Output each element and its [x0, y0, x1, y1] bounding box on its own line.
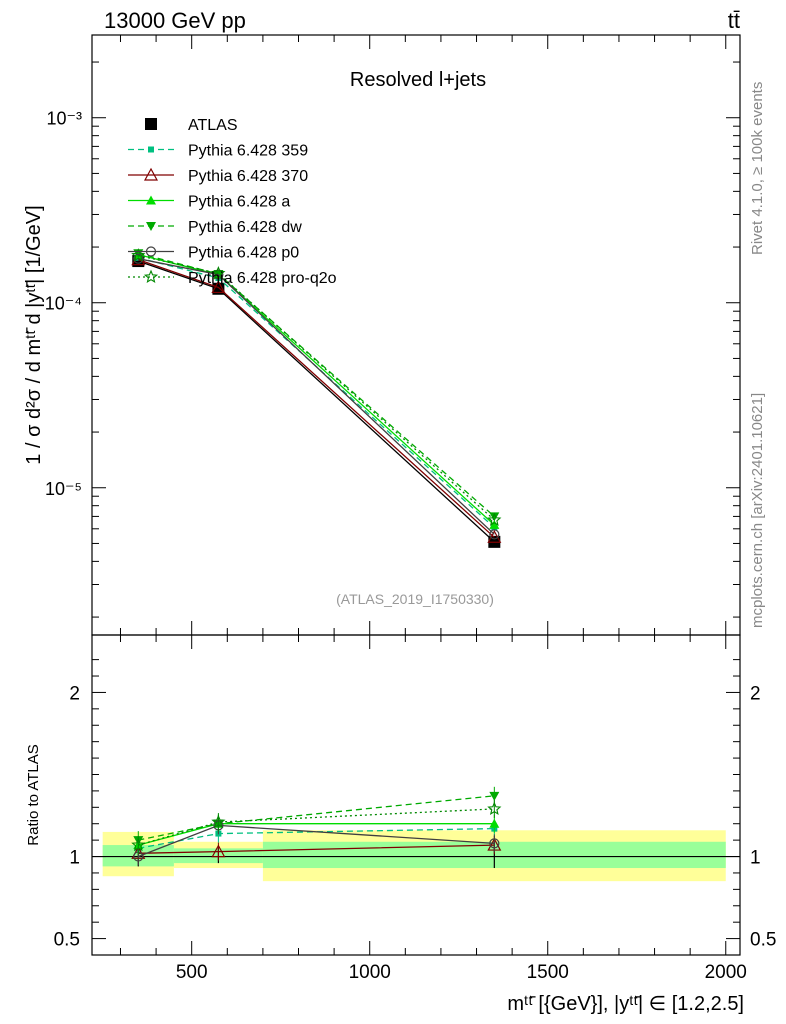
ratio-panel: 0.5 0.5 1 1 2 2 500 1000 1500 2000 Ratio to ATLAS… [25, 634, 776, 1015]
legend: ATLAS Pythia 6.428 359 Pythia 6.428 370 Pyt… [128, 117, 337, 287]
header-left: 13000 GeV pp [104, 8, 246, 33]
ratio-point [211, 814, 226, 829]
main-point [489, 529, 500, 540]
ratio-ytick-label-right: 0.5 [750, 930, 776, 951]
legend-label: ATLAS [188, 117, 238, 134]
main-series-line [138, 258, 495, 535]
main-point [487, 512, 502, 526]
ratio-ylabel: Ratio to ATLAS [25, 744, 42, 845]
ratio-ticks: 0.5 0.5 1 1 2 2 500 1000 1500 2000 [54, 635, 776, 983]
ratio-point [487, 801, 502, 815]
ratio-point [489, 818, 500, 828]
legend-marker [146, 195, 156, 205]
x-tick-label: 500 [176, 962, 208, 983]
main-point [131, 248, 146, 262]
legend-label: Pythia 6.428 p0 [188, 245, 299, 262]
main-point [487, 530, 502, 543]
ratio-point [211, 844, 226, 858]
main-point [489, 519, 500, 529]
legend-marker [146, 222, 156, 231]
main-series-line [138, 258, 495, 538]
main-point [213, 269, 224, 280]
legend-label: Pythia 6.428 359 [188, 143, 308, 160]
main-series-line [138, 260, 495, 543]
legend-label: Pythia 6.428 370 [188, 168, 308, 185]
main-ytick-label: 10⁻³ [46, 109, 82, 129]
legend-marker [145, 246, 157, 257]
ratio-ytick-label-right: 1 [750, 848, 761, 869]
main-title: Resolved l+jets [350, 69, 486, 91]
main-series-line [138, 254, 495, 521]
legend-marker [145, 118, 157, 130]
x-tick-label: 1500 [527, 962, 569, 983]
header-right: tt̄ [728, 8, 740, 33]
ratio-ytick-label: 0.5 [54, 930, 80, 951]
x-tick-label: 2000 [705, 962, 747, 983]
mcplots-text: mcplots.cern.ch [arXiv:2401.10621] [749, 393, 766, 628]
ratio-ytick-label: 2 [69, 683, 80, 704]
main-panel: 10⁻⁵ 10⁻⁴ 10⁻³ Resolved l+jets (ATLAS_2019… [23, 34, 741, 636]
main-point [211, 266, 226, 280]
ratio-frame [91, 634, 741, 956]
ratio-marks [131, 786, 502, 866]
main-ticks: 10⁻⁵ 10⁻⁴ 10⁻³ [45, 35, 740, 635]
ratio-point [131, 837, 146, 852]
main-marks [131, 248, 502, 548]
ratio-point [489, 791, 500, 801]
x-axis-label: mᵗᵗ̄ [{GeV}], |yᵗᵗ̄| ∈ [1.2,2.5] [507, 993, 744, 1015]
rivet-text: Rivet 4.1.0, ≥ 100k events [749, 82, 766, 255]
main-point [489, 512, 500, 522]
ratio-point [489, 838, 500, 849]
main-annotation: (ATLAS_2019_I1750330) [336, 591, 494, 607]
main-point [211, 280, 226, 294]
main-series-line [138, 257, 495, 528]
legend-label: Pythia 6.428 pro-q2o [188, 270, 337, 287]
legend-marker [143, 269, 159, 284]
legend-label: Pythia 6.428 dw [188, 219, 302, 236]
main-point [133, 253, 144, 264]
main-ytick-label: 10⁻⁵ [45, 479, 82, 499]
ratio-ytick-label-right: 2 [750, 683, 761, 704]
legend-marker [143, 167, 159, 181]
legend-marker [148, 146, 154, 153]
x-tick-label: 1000 [349, 962, 391, 983]
ratio-ytick-label: 1 [69, 848, 80, 869]
main-ytick-label: 10⁻⁴ [45, 294, 82, 314]
main-ylabel: 1 / σ d²σ / d mᵗᵗ̄ d |yᵗᵗ̄| [1/GeV] [23, 205, 45, 464]
legend-label: Pythia 6.428 a [188, 194, 290, 211]
